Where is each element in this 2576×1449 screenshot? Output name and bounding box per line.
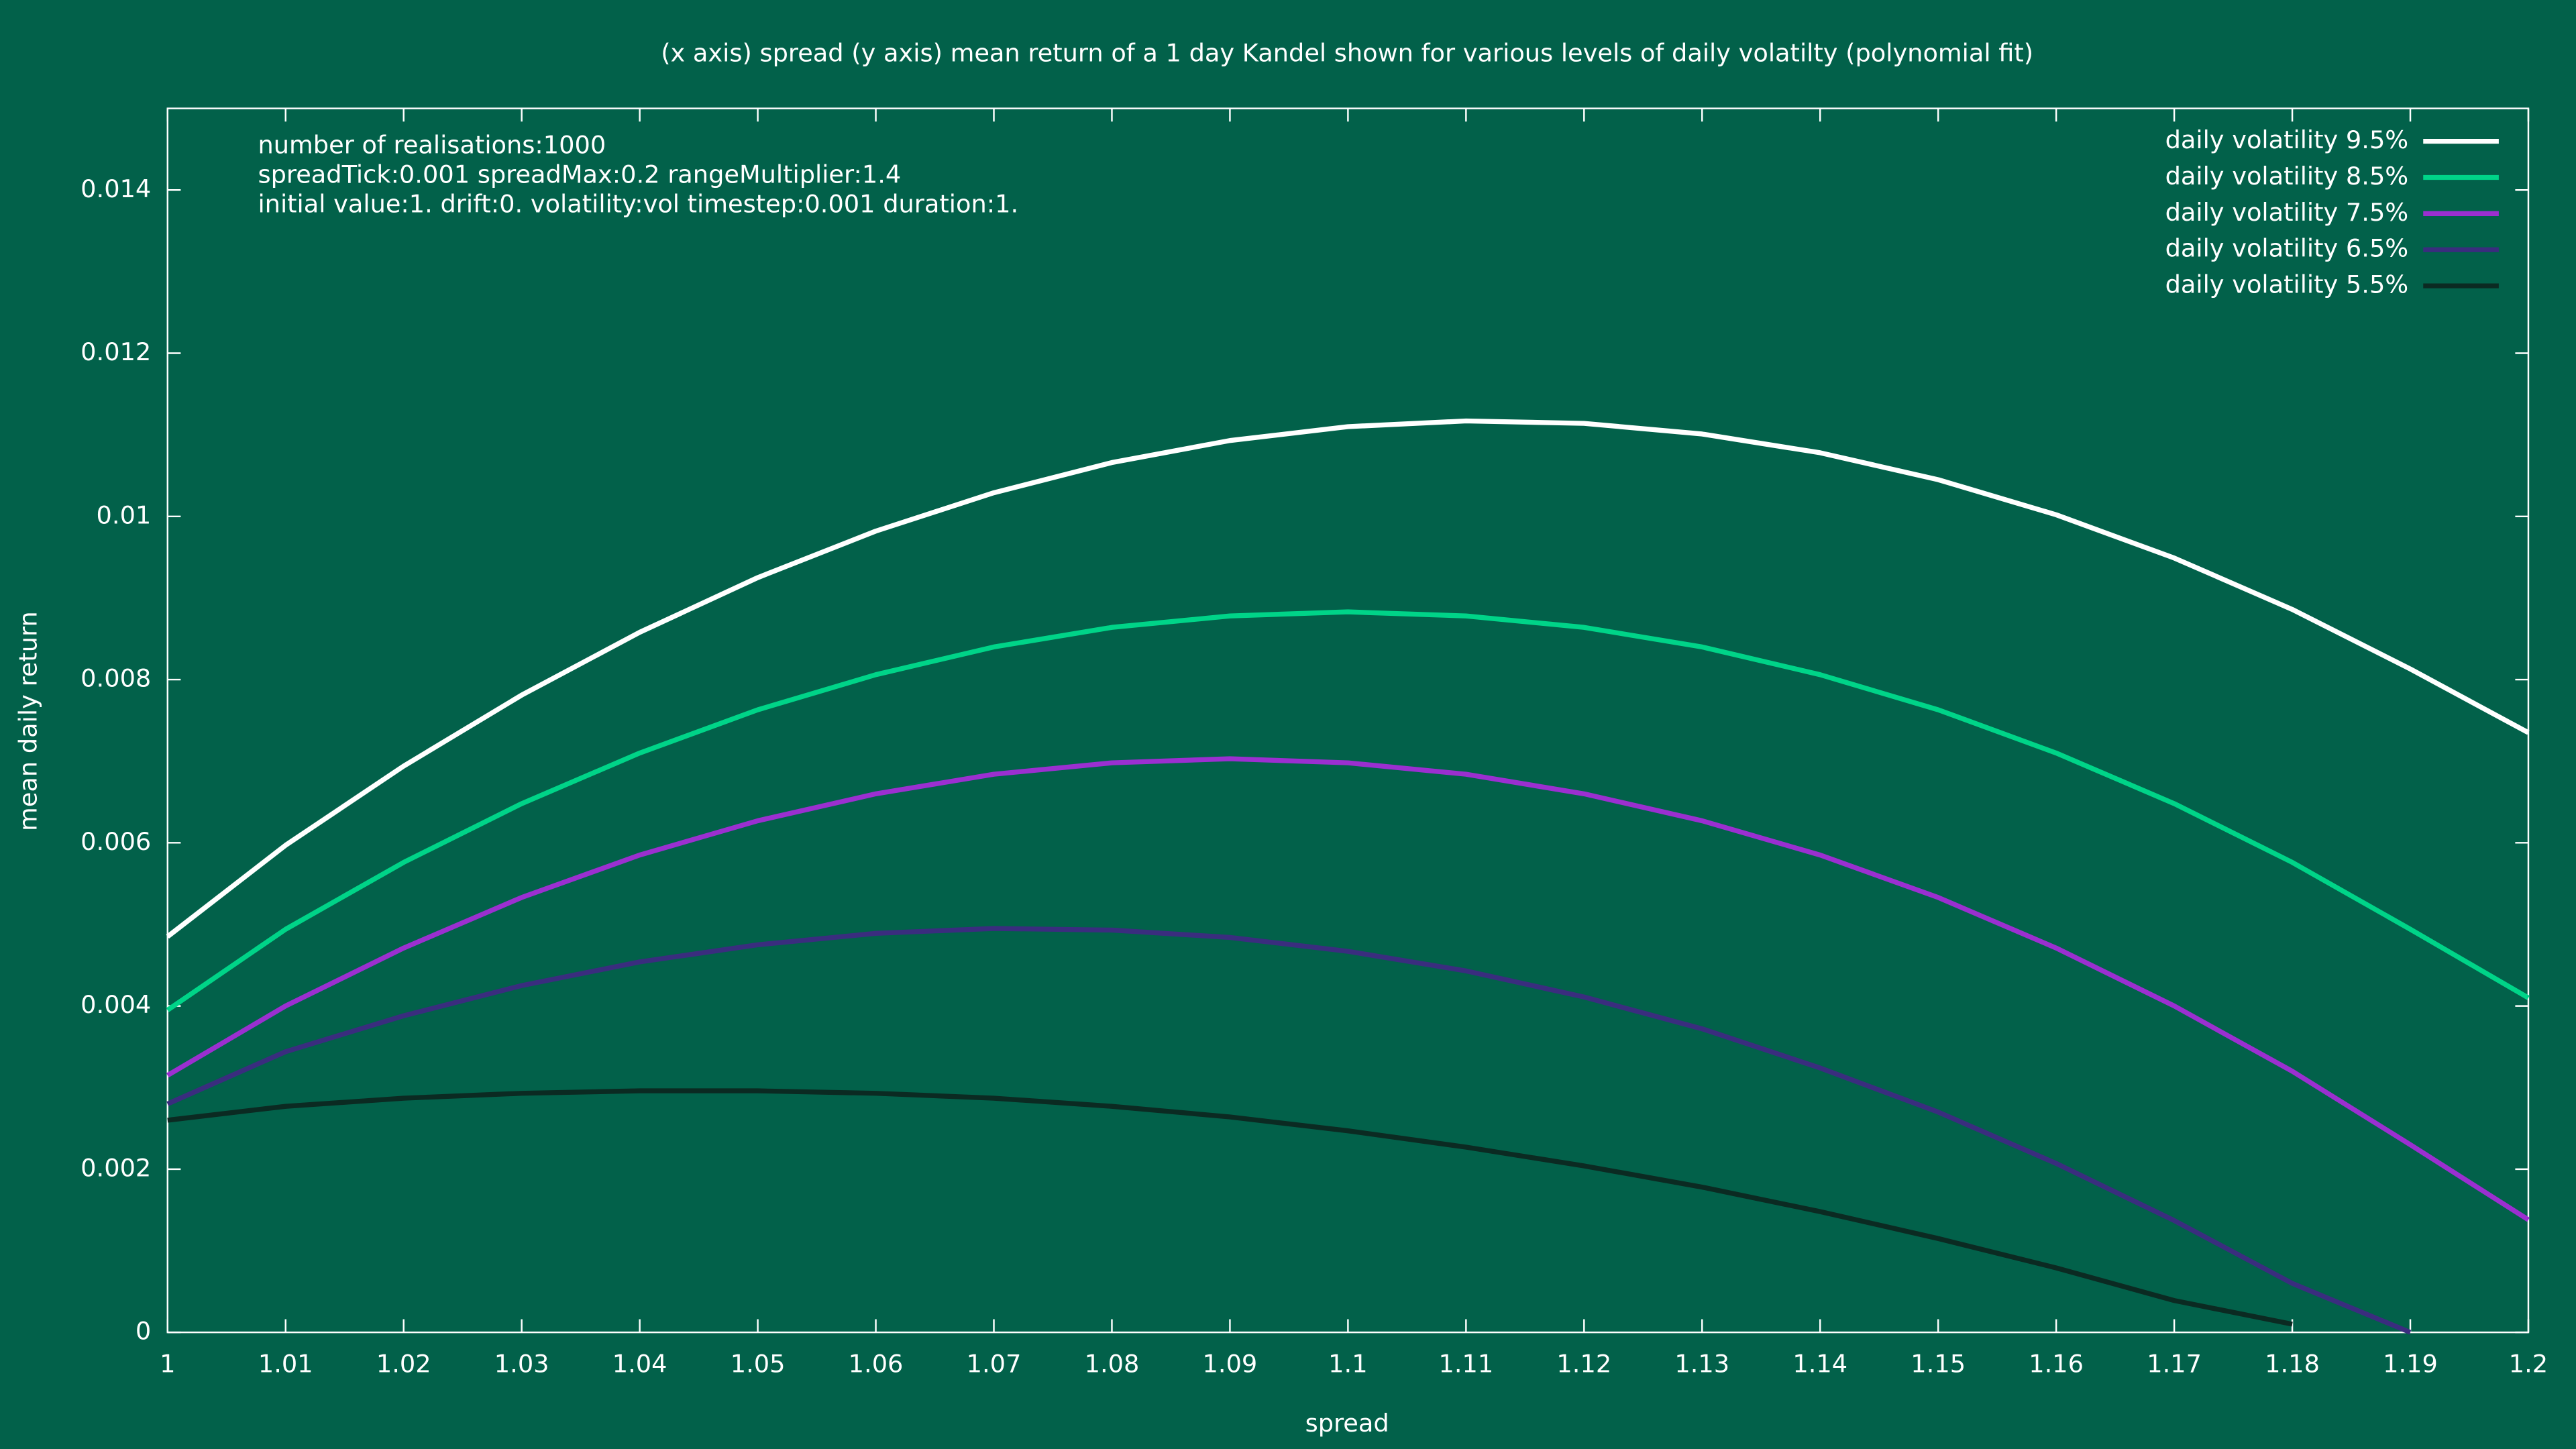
x-axis-label: spread [1305, 1409, 1389, 1438]
x-tick-label: 1.01 [258, 1350, 313, 1379]
series-line [166, 418, 2530, 939]
x-tick-label: 1.2 [2509, 1350, 2548, 1379]
x-tick-label: 1.08 [1085, 1350, 1140, 1379]
x-tick-label: 1.13 [1674, 1350, 1729, 1379]
x-tick-label: 1.17 [2147, 1350, 2202, 1379]
x-tick-label: 1.07 [967, 1350, 1022, 1379]
x-tick-label: 1.15 [1911, 1350, 1966, 1379]
x-tick-label: 1.02 [376, 1350, 431, 1379]
legend-label: daily volatility 8.5% [2165, 162, 2409, 191]
y-axis-label: mean daily return [14, 611, 43, 831]
y-tick-label: 0.006 [80, 827, 151, 856]
x-tick-label: 1 [160, 1350, 175, 1379]
series-line [166, 609, 2530, 1012]
y-tick-label: 0 [136, 1317, 151, 1346]
series-line [166, 926, 2412, 1335]
legend-label: daily volatility 6.5% [2165, 234, 2409, 263]
legend-label: daily volatility 7.5% [2165, 198, 2409, 227]
series-line [167, 1088, 2293, 1327]
x-tick-label: 1.16 [2029, 1350, 2084, 1379]
x-tick-label: 1.14 [1792, 1350, 1847, 1379]
y-tick-label: 0.008 [80, 664, 151, 693]
y-tick-label: 0.002 [80, 1153, 151, 1182]
x-tick-label: 1.18 [2265, 1350, 2320, 1379]
x-tick-label: 1.19 [2383, 1350, 2438, 1379]
annotation: initial value:1. drift:0. volatility:vol… [258, 190, 1018, 219]
annotation: number of realisations:1000 [258, 130, 606, 159]
x-tick-label: 1.12 [1556, 1350, 1611, 1379]
legend-label: daily volatility 5.5% [2165, 270, 2409, 299]
x-tick-label: 1.04 [612, 1350, 667, 1379]
x-tick-label: 1.09 [1203, 1350, 1258, 1379]
x-tick-label: 1.11 [1438, 1350, 1493, 1379]
legend-label: daily volatility 9.5% [2165, 125, 2409, 154]
y-tick-label: 0.012 [80, 337, 151, 366]
y-tick-label: 0.014 [80, 174, 151, 203]
chart-title: (x axis) spread (y axis) mean return of … [661, 38, 2033, 67]
annotation: spreadTick:0.001 spreadMax:0.2 rangeMult… [258, 160, 901, 189]
y-tick-label: 0.01 [97, 500, 152, 529]
y-tick-label: 0.004 [80, 990, 151, 1019]
series-line [166, 756, 2530, 1222]
x-tick-label: 1.06 [849, 1350, 904, 1379]
x-tick-label: 1.05 [731, 1350, 786, 1379]
x-tick-label: 1.1 [1328, 1350, 1367, 1379]
x-tick-label: 1.03 [494, 1350, 549, 1379]
